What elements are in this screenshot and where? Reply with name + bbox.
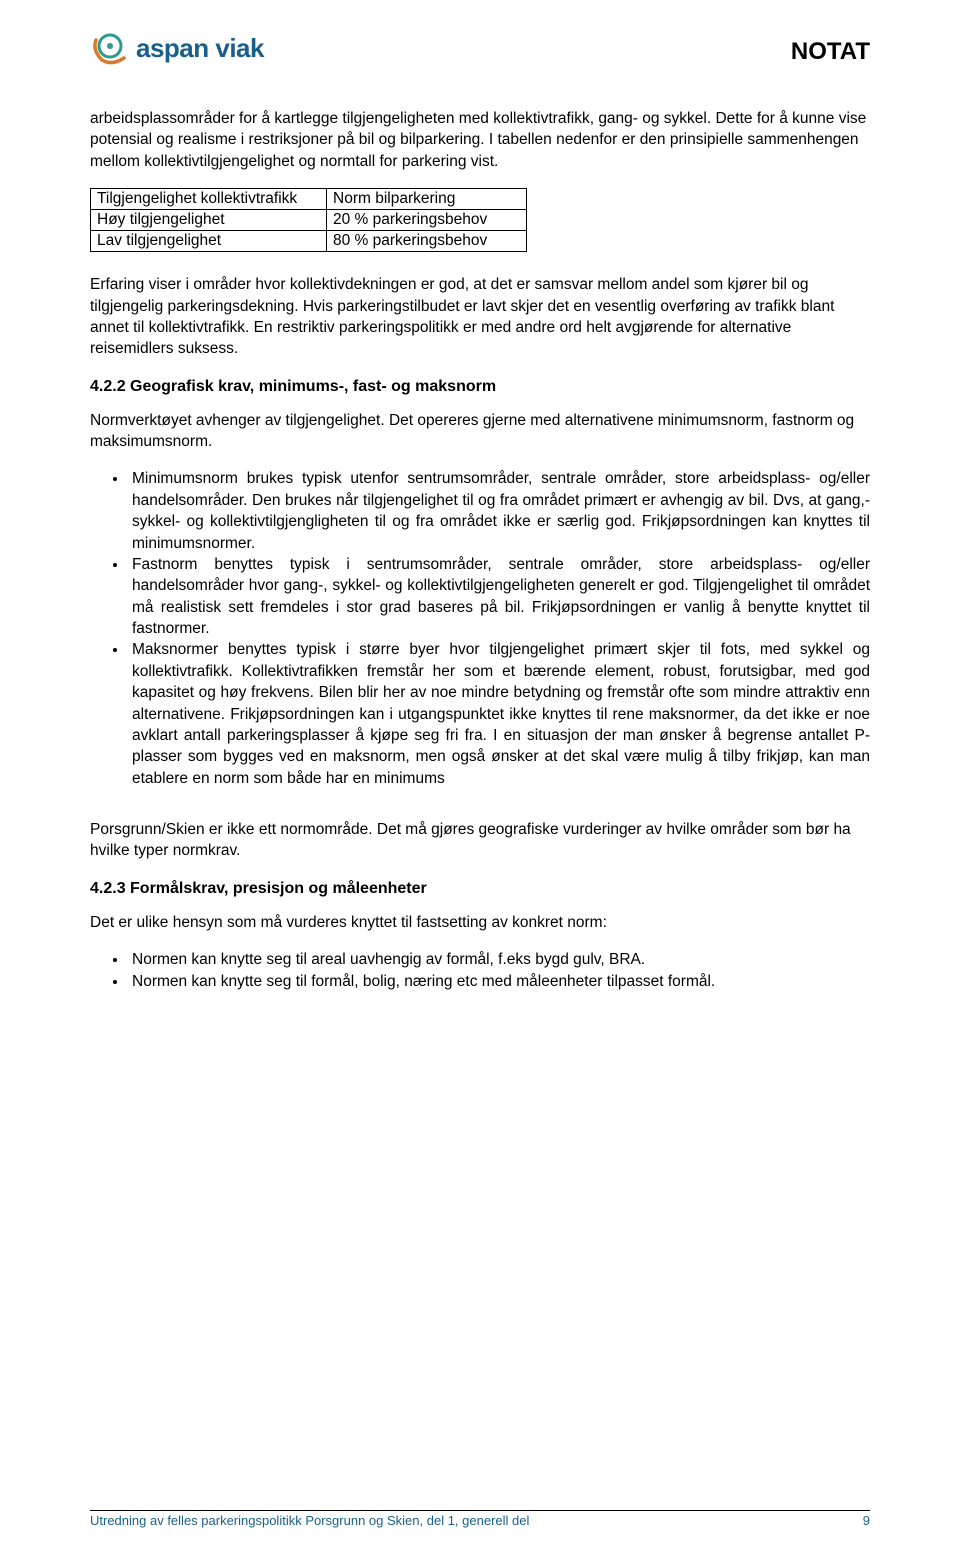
section422-bullets: Minimumsnorm brukes typisk utenfor sentr… [90, 468, 870, 789]
list-item: Maksnormer benyttes typisk i større byer… [128, 639, 870, 789]
document-page: aspan viak NOTAT arbeidsplassområder for… [0, 0, 960, 1554]
table-row: Tilgjengelighet kollektivtrafikk Norm bi… [91, 189, 527, 210]
page-footer: Utredning av felles parkeringspolitikk P… [90, 1510, 870, 1528]
section423-bullets: Normen kan knytte seg til areal uavhengi… [90, 949, 870, 992]
logo-icon [90, 28, 130, 68]
section422-closing: Porsgrunn/Skien er ikke ett normområde. … [90, 819, 870, 862]
list-item: Fastnorm benyttes typisk i sentrumsområd… [128, 554, 870, 640]
table-cell: Lav tilgjengelighet [91, 231, 327, 252]
table-row: Lav tilgjengelighet 80 % parkeringsbehov [91, 231, 527, 252]
section422-intro: Normverktøyet avhenger av tilgjengelighe… [90, 410, 870, 453]
logo-text: aspan viak [136, 33, 264, 64]
table-cell: Norm bilparkering [327, 189, 527, 210]
table-cell: Tilgjengelighet kollektivtrafikk [91, 189, 327, 210]
footer-title: Utredning av felles parkeringspolitikk P… [90, 1513, 529, 1528]
table-cell: Høy tilgjengelighet [91, 210, 327, 231]
section423-intro: Det er ulike hensyn som må vurderes knyt… [90, 912, 870, 933]
after-table-paragraph: Erfaring viser i områder hvor kollektivd… [90, 274, 870, 360]
list-item: Minimumsnorm brukes typisk utenfor sentr… [128, 468, 870, 554]
intro-paragraph: arbeidsplassområder for å kartlegge tilg… [90, 108, 870, 172]
list-item: Normen kan knytte seg til areal uavhengi… [128, 949, 870, 970]
table-cell: 20 % parkeringsbehov [327, 210, 527, 231]
company-logo: aspan viak [90, 28, 264, 68]
section-heading-422: 4.2.2 Geografisk krav, minimums-, fast- … [90, 378, 870, 396]
list-item: Normen kan knytte seg til formål, bolig,… [128, 971, 870, 992]
page-header: aspan viak NOTAT [90, 28, 870, 68]
parking-norm-table: Tilgjengelighet kollektivtrafikk Norm bi… [90, 188, 527, 252]
table-row: Høy tilgjengelighet 20 % parkeringsbehov [91, 210, 527, 231]
footer-page-number: 9 [863, 1513, 870, 1528]
section-heading-423: 4.2.3 Formålskrav, presisjon og måleenhe… [90, 880, 870, 898]
document-type-label: NOTAT [791, 38, 870, 66]
table-cell: 80 % parkeringsbehov [327, 231, 527, 252]
